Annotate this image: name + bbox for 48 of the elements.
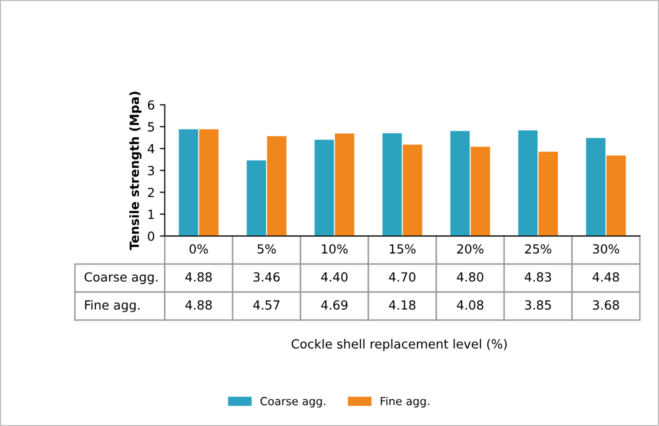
text: Fine agg. (85, 300, 140, 312)
x-tick-label: 10% (322, 244, 348, 254)
data-label: 3.85 (525, 300, 551, 310)
bar (402, 144, 422, 236)
data-label: 4.83 (524, 272, 551, 282)
data-label: 3.68 (592, 300, 620, 310)
bar (518, 130, 538, 236)
bar (586, 138, 606, 236)
y-tick-label: 4 (148, 144, 154, 154)
data-label: 4.88 (185, 272, 212, 282)
legend-label: Fine agg. (380, 396, 430, 408)
bar (334, 133, 354, 236)
y-tick-label: 2 (148, 188, 154, 198)
bar (178, 129, 198, 236)
bar (450, 131, 470, 236)
bar (199, 129, 219, 236)
data-label: 4.80 (456, 272, 484, 282)
y-tick-label: 3 (148, 166, 154, 176)
bar (314, 140, 334, 236)
data-label: 4.88 (185, 300, 212, 310)
y-tick-label: 5 (148, 122, 154, 132)
text: Cockle shell replacement level (%) (292, 338, 507, 352)
x-tick-label: 5% (258, 244, 276, 254)
x-tick-label: 30% (593, 244, 620, 254)
y-tick-label: 0 (148, 231, 154, 241)
y-axis-title: Tensile strength (Mpa) (129, 92, 142, 250)
legend-label: Coarse agg. (260, 396, 326, 408)
bar (470, 146, 490, 236)
bar (246, 160, 266, 236)
y-tick-label: 6 (148, 100, 154, 110)
x-tick-label: 15% (390, 244, 416, 254)
x-tick-label: 0% (190, 244, 208, 254)
x-tick-label: 25% (525, 244, 552, 254)
bar (538, 152, 558, 236)
data-label: 4.70 (389, 272, 416, 282)
bar (382, 133, 402, 236)
y-tick-label: 1 (148, 210, 154, 219)
bar (267, 136, 286, 236)
data-label: 4.18 (389, 300, 416, 310)
x-tick-label: 20% (457, 244, 484, 254)
data-label: 4.40 (321, 272, 348, 282)
text: Coarse agg. (84, 272, 158, 284)
data-label: 4.08 (456, 300, 484, 310)
bar (606, 156, 626, 236)
data-label: 4.69 (321, 300, 348, 310)
data-label: 4.57 (253, 300, 280, 310)
data-label: 3.46 (254, 272, 280, 282)
data-label: 4.48 (592, 272, 620, 282)
